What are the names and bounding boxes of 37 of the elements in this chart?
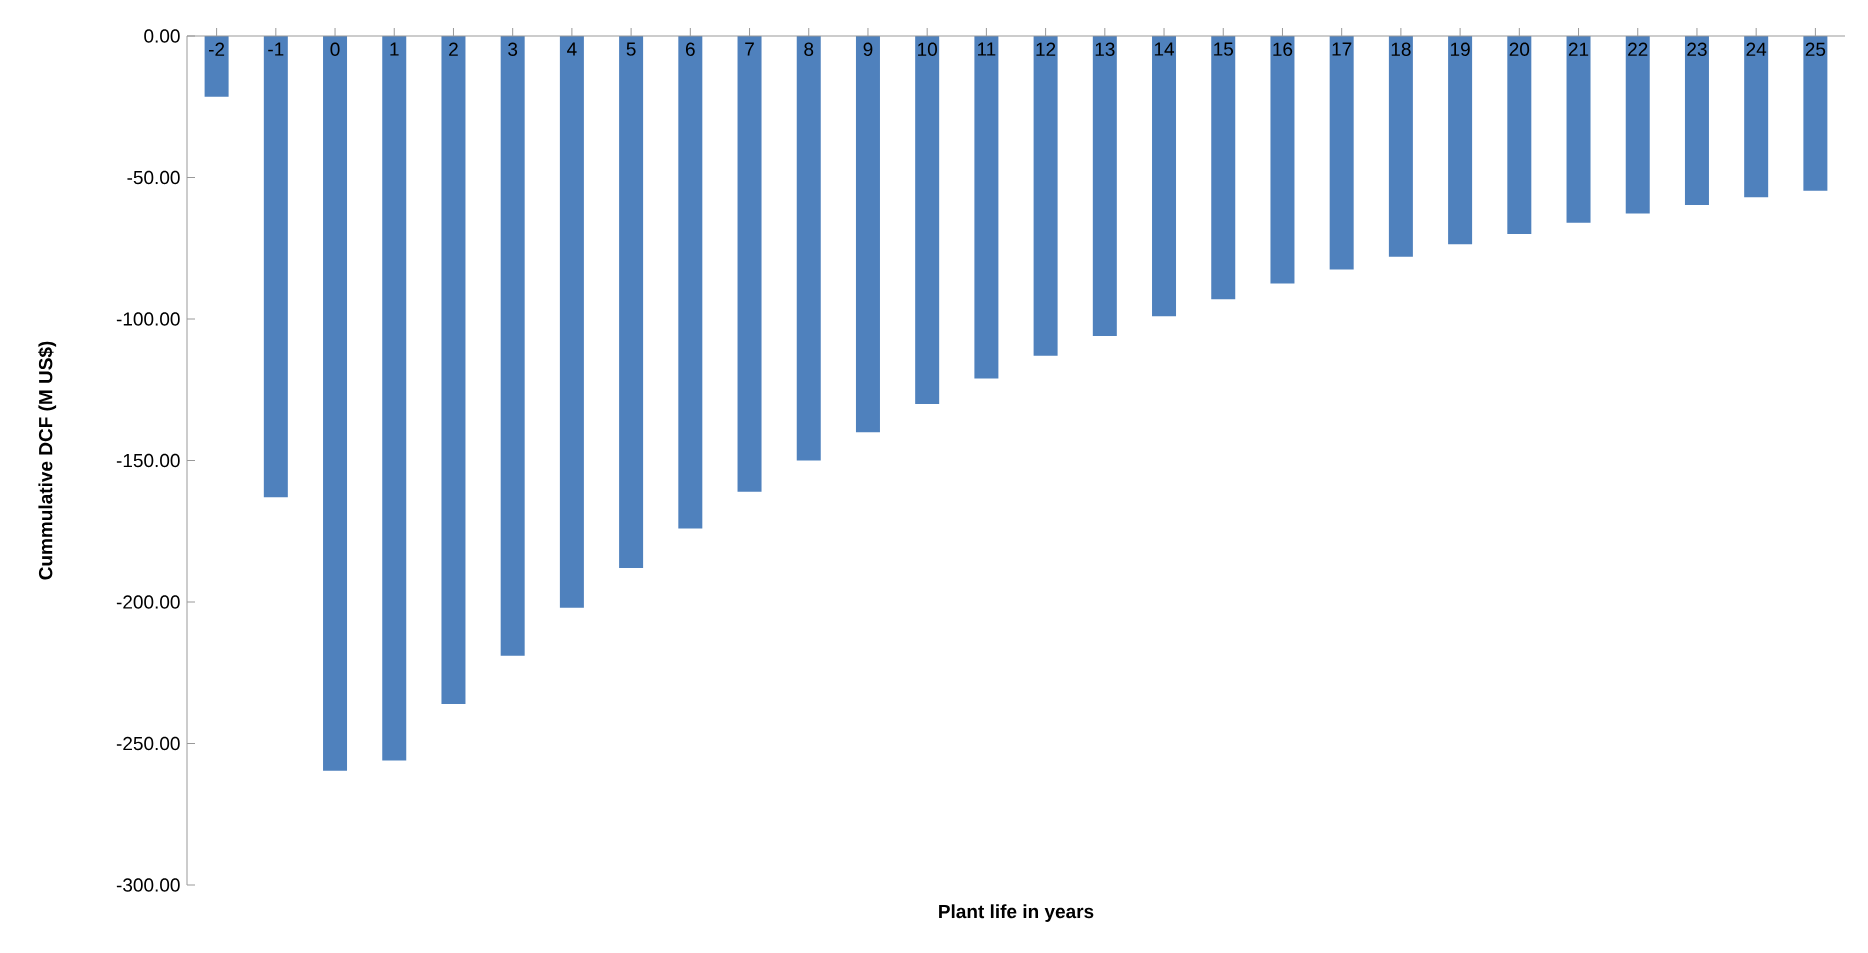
x-tick-label: 14	[1154, 42, 1175, 56]
y-tick-label: -200.00	[116, 595, 180, 609]
x-tick-label: 15	[1214, 42, 1234, 56]
x-tick-label: 6	[685, 42, 695, 56]
x-tick-label: -1	[268, 42, 284, 56]
x-tick-label: 13	[1095, 42, 1115, 56]
y-tick-label: -250.00	[116, 736, 180, 751]
x-tick-label: 24	[1746, 42, 1767, 56]
y-axis-title: Cummulative DCF (M US$)	[38, 341, 57, 580]
y-tick-label: 0.00	[144, 29, 180, 43]
x-axis-title: Plant life in years	[939, 904, 1094, 922]
x-tick-label: 25	[1805, 42, 1826, 56]
x-tick-label: 7	[745, 42, 754, 56]
x-tick-label: 22	[1628, 42, 1648, 56]
y-tick-label: -300.00	[116, 878, 180, 892]
x-tick-label: 12	[1036, 42, 1056, 56]
x-tick-label: 23	[1687, 42, 1707, 56]
y-tick-label: -100.00	[116, 312, 180, 326]
x-tick-label: 16	[1273, 42, 1293, 56]
x-tick-label: -2	[209, 42, 225, 56]
x-tick-label: 8	[804, 42, 814, 56]
x-tick-label: 20	[1509, 42, 1530, 56]
x-tick-label: 19	[1450, 42, 1470, 56]
x-tick-label: 4	[567, 42, 577, 56]
x-tick-label: 0	[330, 42, 340, 56]
x-tick-label: 1	[390, 42, 399, 56]
x-tick-label: 17	[1332, 42, 1352, 56]
x-tick-label: 2	[449, 42, 458, 56]
x-tick-label: 11	[977, 42, 996, 56]
x-tick-label: 5	[626, 42, 636, 56]
x-tick-label: 3	[508, 42, 518, 56]
x-tick-label: 9	[863, 42, 873, 56]
x-tick-label: 18	[1391, 42, 1411, 56]
x-tick-label: 10	[918, 42, 937, 56]
y-tick-label: -150.00	[116, 453, 180, 468]
y-tick-label: -50.00	[127, 170, 180, 185]
x-tick-label: 21	[1568, 42, 1589, 56]
